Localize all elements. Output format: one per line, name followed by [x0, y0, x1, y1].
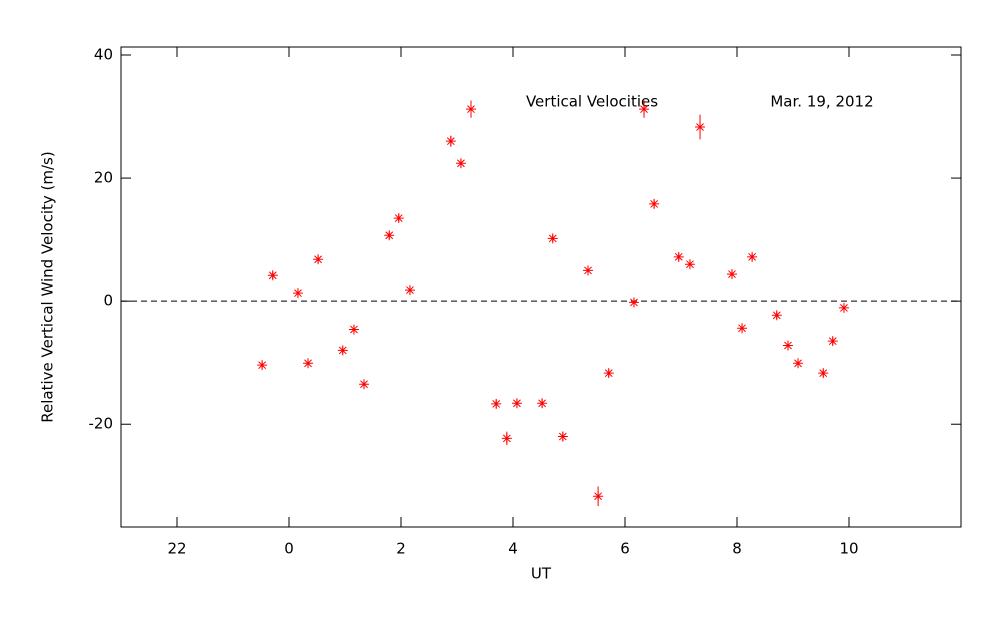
y-tick-label: -20 — [89, 415, 114, 433]
x-axis-label: UT — [531, 565, 552, 583]
data-point — [583, 265, 594, 276]
x-tick-label: 4 — [508, 540, 518, 558]
data-point — [628, 297, 639, 308]
data-point — [818, 368, 829, 379]
y-tick-label: 40 — [94, 46, 113, 64]
data-point — [267, 270, 278, 281]
x-tick-label: 22 — [167, 540, 186, 558]
y-tick-label: 0 — [103, 292, 113, 310]
data-point — [384, 230, 395, 241]
data-point — [511, 398, 522, 409]
data-point — [771, 310, 782, 321]
data-point — [501, 433, 512, 444]
data-point — [303, 358, 314, 369]
data-point — [537, 398, 548, 409]
data-point — [827, 336, 838, 347]
chart-title: Vertical Velocities — [526, 93, 658, 111]
data-point — [292, 288, 303, 299]
data-point — [359, 379, 370, 390]
data-point — [337, 345, 348, 356]
data-point — [313, 254, 324, 265]
data-point — [673, 251, 684, 262]
data-point — [445, 136, 456, 147]
data-point — [257, 360, 268, 371]
data-point — [639, 104, 650, 115]
data-point — [404, 285, 415, 296]
x-tick-label: 6 — [620, 540, 630, 558]
data-point — [726, 269, 737, 280]
x-tick-label: 2 — [396, 540, 406, 558]
data-point — [603, 368, 614, 379]
data-point — [782, 340, 793, 351]
x-tick-label: 8 — [732, 540, 742, 558]
data-point — [838, 302, 849, 313]
data-point — [695, 122, 706, 132]
x-tick-label: 0 — [284, 540, 294, 558]
data-point — [557, 431, 568, 442]
data-point — [747, 251, 758, 262]
y-axis-label: Relative Vertical Wind Velocity (m/s) — [39, 151, 57, 422]
data-point — [547, 233, 558, 244]
data-point — [393, 213, 404, 224]
data-point — [737, 323, 748, 334]
data-point — [455, 158, 466, 169]
data-point — [793, 358, 804, 369]
data-point — [348, 324, 359, 335]
y-tick-label: 20 — [94, 169, 113, 187]
data-point — [684, 259, 695, 270]
chart-subtitle: Mar. 19, 2012 — [770, 93, 873, 111]
plot-frame — [120, 46, 962, 528]
data-point — [593, 491, 604, 502]
data-point — [491, 398, 502, 409]
x-tick-label: 10 — [839, 540, 858, 558]
data-point — [649, 198, 660, 209]
data-point — [466, 104, 476, 115]
